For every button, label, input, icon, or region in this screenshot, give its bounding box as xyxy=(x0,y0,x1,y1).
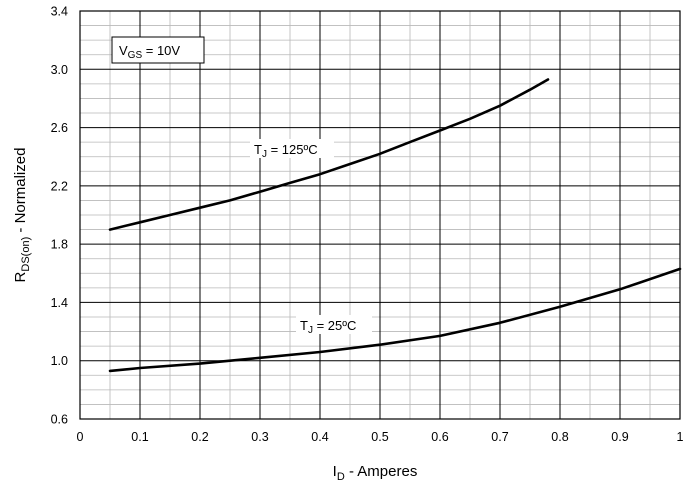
series-label-25c-sub: J xyxy=(308,325,313,336)
series-label-125c-text: TJ = 125ºC xyxy=(254,142,318,160)
x-axis-title-main: I xyxy=(333,463,337,480)
series-label-25c: TJ = 25ºC xyxy=(296,315,372,336)
x-axis-title: ID - Amperes xyxy=(333,463,418,483)
legend-box: VGS = 10V xyxy=(111,36,205,64)
x-axis-title-sub: D xyxy=(337,471,345,483)
x-tick-label: 0.3 xyxy=(251,430,268,444)
x-axis-title-rest: - Amperes xyxy=(345,463,418,480)
series-label-125c-bg xyxy=(250,139,334,158)
y-tick-label: 3.0 xyxy=(51,63,68,77)
series-label-25c-main: T xyxy=(300,318,308,333)
legend-box-label: VGS = 10V xyxy=(119,43,180,61)
series-line-125c xyxy=(108,78,550,231)
y-axis-title-rest: - Normalized xyxy=(12,148,29,237)
x-tick-label: 0.2 xyxy=(191,430,208,444)
y-tick-labels: 0.6 1.0 1.4 1.8 2.2 2.6 3.0 3.4 xyxy=(51,5,68,427)
y-tick-label: 0.6 xyxy=(51,413,68,427)
legend-box-frame xyxy=(111,36,205,64)
y-tick-label: 2.2 xyxy=(51,179,68,193)
y-axis-title: RDS(on) - Normalized xyxy=(12,148,32,283)
series-label-125c-rest: = 125ºC xyxy=(267,142,318,157)
x-tick-label: 0.8 xyxy=(551,430,568,444)
legend-box-label-sub: GS xyxy=(128,50,143,61)
series-label-25c-text: TJ = 25ºC xyxy=(300,318,356,336)
series-label-125c-main: T xyxy=(254,142,262,157)
y-tick-label: 1.4 xyxy=(51,296,68,310)
x-tick-label: 0.1 xyxy=(131,430,148,444)
series-label-125c: TJ = 125ºC xyxy=(250,139,334,160)
x-tick-label: 0.9 xyxy=(611,430,628,444)
series-line-25c xyxy=(108,267,682,373)
series-label-25c-rest: = 25ºC xyxy=(313,318,356,333)
x-tick-label: 0.6 xyxy=(431,430,448,444)
series-label-25c-bg xyxy=(296,315,372,334)
y-tick-label: 1.0 xyxy=(51,354,68,368)
y-tick-label: 3.4 xyxy=(51,5,68,19)
y-tick-label: 2.6 xyxy=(51,121,68,135)
legend-box-label-rest: = 10V xyxy=(142,43,180,58)
series-curves xyxy=(108,78,682,373)
series-label-125c-sub: J xyxy=(262,149,267,160)
x-tick-label: 1 xyxy=(677,430,684,444)
y-tick-label: 1.8 xyxy=(51,238,68,252)
x-tick-labels: 0 0.1 0.2 0.3 0.4 0.5 0.6 0.7 0.8 0.9 1 xyxy=(77,430,684,444)
x-tick-label: 0.7 xyxy=(491,430,508,444)
x-tick-label: 0.4 xyxy=(311,430,328,444)
major-grid xyxy=(80,11,680,419)
y-axis-title-sub: DS(on) xyxy=(20,237,32,272)
x-tick-label: 0.5 xyxy=(371,430,388,444)
x-tick-label: 0 xyxy=(77,430,84,444)
legend-box-label-main: V xyxy=(119,43,128,58)
plot-area xyxy=(79,10,681,420)
y-axis-title-main: R xyxy=(12,271,29,282)
